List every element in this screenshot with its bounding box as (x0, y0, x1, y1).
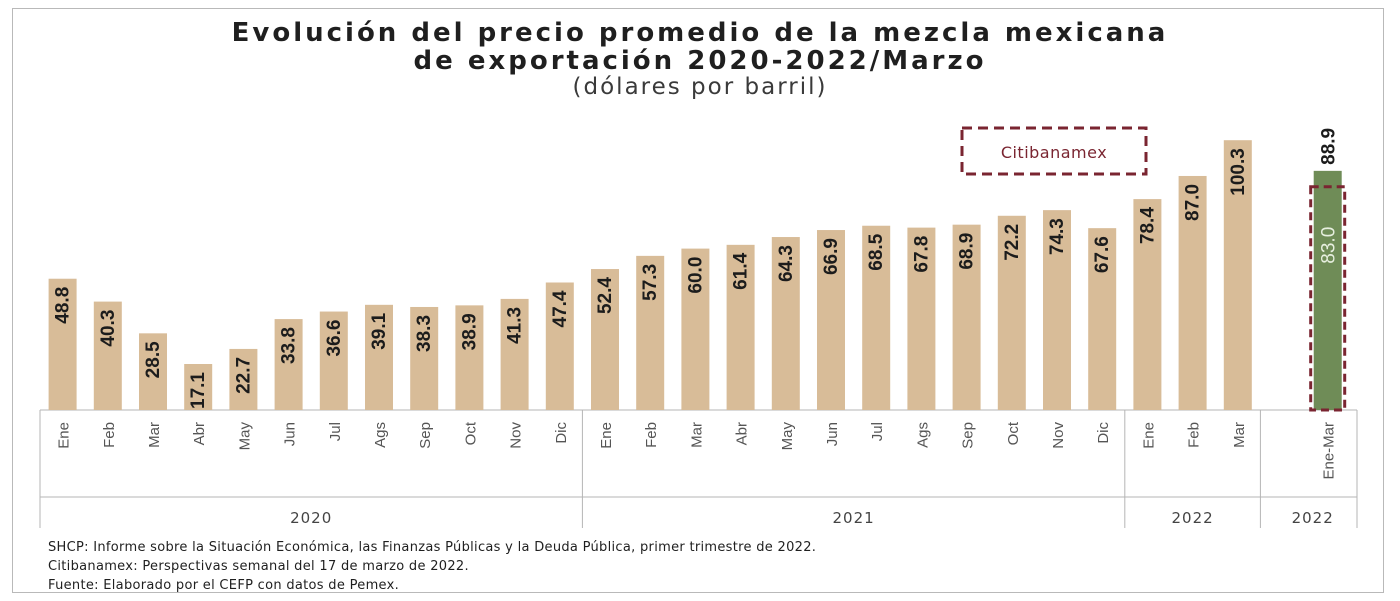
x-tick-label: Ene (598, 422, 615, 449)
bar (952, 224, 981, 410)
forecast-value-label-shcp: 88.9 (1319, 128, 1340, 165)
x-tick-label: May (236, 422, 253, 451)
year-group-label: 2020 (290, 509, 332, 527)
forecast-year-label: 2022 (1292, 509, 1334, 527)
bar-value-label: 61.4 (731, 252, 752, 289)
bar-value-label: 57.3 (640, 264, 661, 301)
bar (184, 364, 213, 410)
x-tick-label: May (779, 422, 796, 451)
x-tick-label: Nov (508, 422, 525, 449)
bar-value-label: 40.3 (98, 310, 119, 347)
forecast-value-label-citibanamex: 83.0 (1319, 227, 1340, 264)
x-tick-label: Feb (1186, 422, 1203, 448)
bar (139, 333, 167, 410)
bar (48, 278, 77, 410)
bar-value-label: 67.8 (911, 236, 932, 273)
bar (726, 244, 755, 410)
forecast-bar-citibanamex (1309, 185, 1347, 412)
bar-value-label: 33.8 (279, 327, 300, 364)
bar-value-label: 41.3 (505, 307, 526, 344)
footnote-source: Fuente: Elaborado por el CEFP con datos … (48, 578, 400, 593)
x-tick-label: Sep (960, 422, 977, 449)
bar (455, 305, 484, 410)
bar-value-label: 64.3 (776, 245, 797, 282)
bar-value-label: 78.4 (1137, 207, 1158, 244)
bar-value-label: 48.8 (53, 287, 74, 324)
bar (997, 215, 1026, 410)
x-tick-label: Abr (734, 422, 751, 445)
bar-value-label: 28.5 (143, 341, 164, 378)
bar (681, 248, 710, 410)
x-tick-label: Jun (824, 422, 841, 446)
bar-value-label: 39.1 (369, 312, 390, 349)
bar (591, 269, 619, 410)
year-group-label: 2021 (833, 509, 875, 527)
bar (636, 255, 665, 410)
bar (410, 306, 439, 410)
bar (1043, 210, 1071, 410)
x-tick-label: Jul (327, 422, 344, 441)
bar-value-label: 68.9 (957, 233, 978, 270)
bar-value-label: 36.6 (324, 320, 345, 357)
x-tick-label: Nov (1050, 422, 1067, 449)
bar (93, 301, 122, 410)
bar-value-label: 52.4 (595, 277, 616, 314)
bar-value-label: 72.2 (1002, 224, 1023, 261)
x-tick-label: Abr (191, 422, 208, 445)
bar-value-label: 22.7 (233, 357, 254, 394)
x-tick-label: Jun (282, 422, 299, 446)
bar-value-label: 66.9 (821, 238, 842, 275)
year-group-label: 2022 (1172, 509, 1214, 527)
x-tick-label: Mar (1231, 422, 1248, 448)
x-tick-label: Ags (372, 422, 389, 448)
bar-value-label: 68.5 (866, 233, 887, 270)
bar-value-label: 38.9 (459, 313, 480, 350)
bar (907, 227, 936, 410)
bar (1223, 140, 1252, 410)
x-tick-label: Mar (688, 422, 705, 448)
x-tick-label: Ene (1140, 422, 1157, 449)
bar-value-label: 74.3 (1047, 218, 1068, 255)
bar (1178, 175, 1207, 410)
chart-title-line-1: Evolución del precio promedio de la mezc… (231, 18, 1169, 48)
bar (862, 225, 891, 410)
x-tick-label: Dic (1095, 422, 1112, 444)
bar (229, 348, 258, 410)
x-tick-label: Ags (914, 422, 931, 448)
bar-value-label: 17.1 (188, 372, 209, 409)
x-tick-label: Sep (417, 422, 434, 449)
bar (545, 282, 574, 410)
bar (319, 311, 348, 410)
bar-value-label: 87.0 (1183, 184, 1204, 221)
x-tick-label: Dic (553, 422, 570, 444)
x-tick-label: Ene (56, 422, 73, 449)
bar-value-label: 100.3 (1228, 148, 1249, 196)
bar-value-label: 47.4 (550, 290, 571, 327)
forecast-tick-label: Ene-Mar (1321, 422, 1338, 480)
footnote-citibanamex: Citibanamex: Perspectivas semanal del 17… (48, 559, 469, 574)
x-tick-label: Mar (146, 422, 163, 448)
x-tick-label: Feb (643, 422, 660, 448)
bar-value-label: 67.6 (1092, 236, 1113, 273)
legend-label-citibanamex: Citibanamex (1001, 143, 1107, 162)
x-tick-label: Feb (101, 422, 118, 448)
x-tick-label: Oct (462, 421, 479, 445)
bar (274, 319, 303, 410)
bar (771, 237, 800, 410)
chart-title-line-2: de exportación 2020-2022/Marzo (413, 46, 987, 76)
x-tick-label: Oct (1005, 421, 1022, 445)
footnote-shcp: SHCP: Informe sobre la Situación Económi… (48, 540, 817, 555)
x-tick-label: Jul (869, 422, 886, 441)
forecast-bar-shcp (1313, 170, 1342, 410)
bar-value-label: 38.3 (414, 315, 435, 352)
bar-value-label: 60.0 (685, 257, 706, 294)
bar (817, 230, 845, 410)
bar (365, 304, 393, 410)
bar (1133, 199, 1162, 410)
legend-box-citibanamex (960, 126, 1148, 176)
bar (500, 298, 529, 410)
chart-subtitle: (dólares por barril) (572, 74, 828, 100)
bar (1088, 228, 1117, 410)
